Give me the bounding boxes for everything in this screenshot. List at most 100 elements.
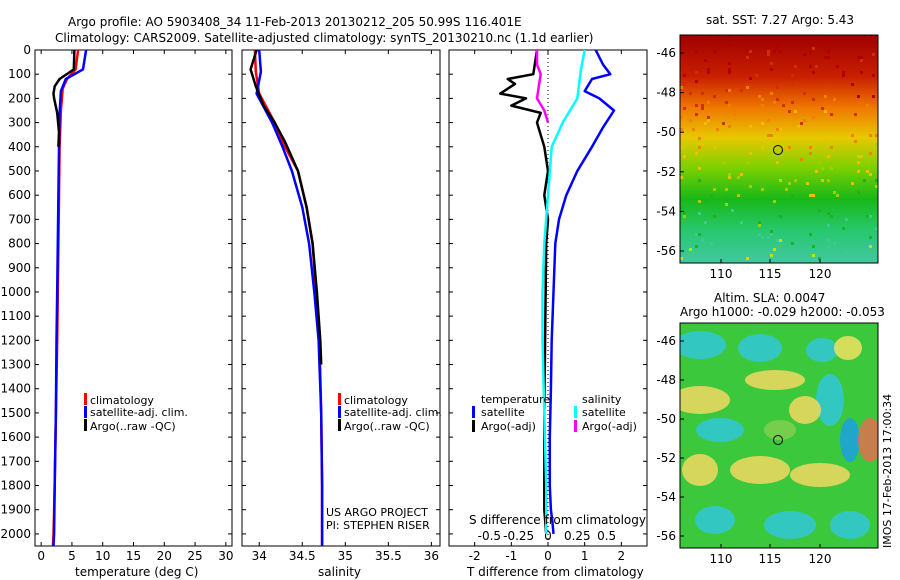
sst-pixel	[710, 194, 713, 197]
sst-pixel	[725, 89, 728, 92]
sst-pixel	[695, 80, 698, 83]
y-tick-label: 1100	[0, 309, 31, 323]
sla-anomaly	[696, 418, 744, 442]
sst-pixel	[875, 143, 878, 146]
sst-pixel	[830, 80, 833, 83]
sst-pixel	[869, 152, 872, 155]
sst-pixel	[842, 227, 845, 230]
sst-pixel	[731, 209, 734, 212]
sst-pixel	[707, 116, 710, 119]
sst-pixel	[737, 176, 740, 179]
sst-pixel	[815, 170, 818, 173]
sla-map-axes: -46 -48 -50 -52 -54 -56 110 115 120	[656, 334, 831, 566]
sst-pixel	[701, 239, 704, 242]
sst-pixel	[827, 50, 830, 53]
sst-argo-position-marker	[773, 145, 783, 155]
salinity-plot-frame	[241, 49, 441, 547]
sst-pixel	[821, 179, 824, 182]
map-y-tick-label: -56	[656, 244, 676, 258]
y-tick-label: 100	[8, 67, 31, 81]
sst-pixel	[845, 251, 848, 254]
sst-pixel	[854, 251, 857, 254]
sst-pixel	[683, 215, 686, 218]
sst-pixel	[704, 59, 707, 62]
sst-pixel	[827, 38, 830, 41]
map-y-tick-label: -52	[656, 451, 676, 465]
sst-pixel	[812, 71, 815, 74]
sst-pixel	[755, 74, 758, 77]
sst-pixel	[743, 41, 746, 44]
y-tick-label: 700	[8, 212, 31, 226]
sst-pixel	[770, 152, 773, 155]
sla-map-frame	[679, 322, 879, 549]
y-tick-label: 300	[8, 116, 31, 130]
sst-pixel	[683, 83, 686, 86]
sst-pixel	[818, 257, 821, 260]
sst-pixel	[776, 239, 779, 242]
sst-pixel	[773, 248, 776, 251]
x-tick-label: 5	[68, 549, 76, 563]
sst-pixel	[851, 83, 854, 86]
sst-pixel	[740, 41, 743, 44]
sst-pixel	[872, 53, 875, 56]
sst-pixel	[695, 233, 698, 236]
sst-pixel	[749, 77, 752, 80]
imos-timestamp: IMOS 17-Feb-2013 17:00:34	[881, 394, 894, 548]
difference-plot: -2 -1 0 1 2 -0.5 -0.25 0 0.25 0.5	[449, 49, 647, 563]
sst-pixel	[680, 206, 683, 209]
map-x-tick-label: 115	[759, 267, 782, 281]
sst-pixel	[680, 146, 683, 149]
difference-legend: temperature salinity satellite Argo(-adj…	[472, 393, 637, 433]
sst-pixel	[863, 179, 866, 182]
sst-pixel	[704, 221, 707, 224]
sst-pixel	[698, 146, 701, 149]
sla-anomaly	[738, 334, 782, 362]
sst-pixel	[833, 242, 836, 245]
sst-pixel	[713, 50, 716, 53]
sst-pixel	[758, 95, 761, 98]
sst-pixel	[770, 92, 773, 95]
sst-pixel	[869, 107, 872, 110]
sst-pixel	[833, 113, 836, 116]
sla-anomaly	[840, 418, 860, 462]
sla-argo-position-marker	[773, 435, 783, 445]
y-tick-label: 400	[8, 140, 31, 154]
sst-pixel	[836, 197, 839, 200]
sst-pixel	[866, 215, 869, 218]
sst-pixel	[788, 182, 791, 185]
sst-pixel	[821, 167, 824, 170]
sst-pixel	[773, 200, 776, 203]
sst-pixel	[761, 104, 764, 107]
sla-anomaly	[680, 331, 726, 359]
sst-pixel	[866, 104, 869, 107]
sst-pixel	[812, 245, 815, 248]
sst-pixel	[809, 152, 812, 155]
y-tick-label: 2000	[0, 527, 31, 541]
sst-pixel	[698, 212, 701, 215]
y-tick-label: 1800	[0, 479, 31, 493]
map-y-tick-label: -54	[656, 204, 676, 218]
sla-map-title-2: Argo h1000: -0.029 h2000: -0.053	[680, 305, 885, 319]
sst-pixel	[809, 146, 812, 149]
sst-pixel	[722, 122, 725, 125]
sst-pixel	[836, 194, 839, 197]
sst-pixel	[737, 194, 740, 197]
sst-pixel	[875, 179, 878, 182]
legend-swatch-temp-satellite	[472, 406, 475, 418]
x-tick-label: 1	[581, 549, 589, 563]
y-tick-label: 1300	[0, 358, 31, 372]
x2-tick-label: 0.5	[597, 529, 616, 543]
sst-pixel	[776, 161, 779, 164]
legend-swatch-argo	[338, 419, 341, 431]
x-tick-label: 35	[338, 549, 353, 563]
sst-pixel	[791, 242, 794, 245]
sst-pixel	[698, 167, 701, 170]
y-tick-label: 1900	[0, 503, 31, 517]
sst-pixel	[866, 35, 869, 38]
legend-label-climatology: climatology	[344, 394, 408, 407]
sst-pixel	[779, 128, 782, 131]
sst-pixel	[803, 92, 806, 95]
sst-pixel	[809, 65, 812, 68]
header-line-1: Argo profile: AO 5903408_34 11-Feb-2013 …	[68, 15, 522, 29]
temperature-plot-frame	[34, 49, 233, 547]
